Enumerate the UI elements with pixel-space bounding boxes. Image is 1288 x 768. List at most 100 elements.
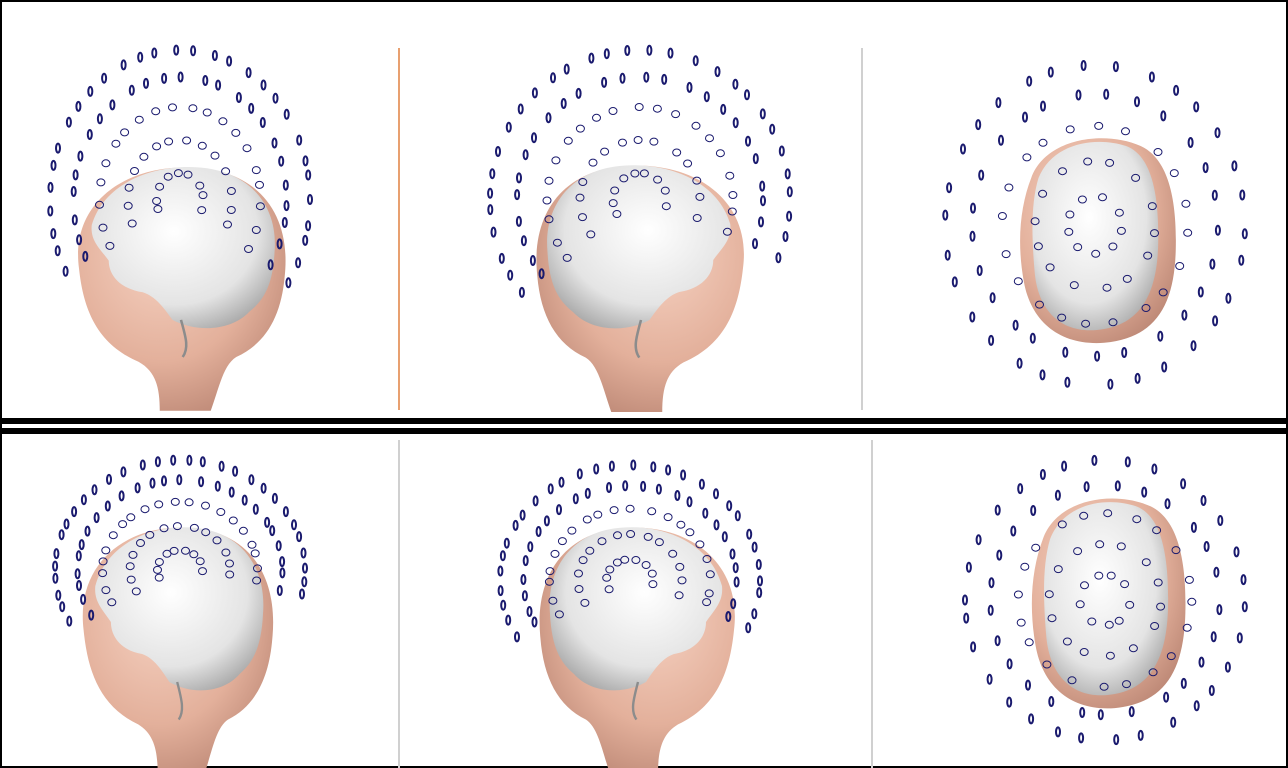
electrode <box>989 292 996 304</box>
electrode <box>1150 229 1159 238</box>
electrode <box>251 166 261 175</box>
electrode <box>713 519 720 531</box>
electrode <box>1022 153 1032 162</box>
electrode <box>248 474 255 486</box>
electrode <box>1016 357 1023 369</box>
electrode <box>600 147 610 156</box>
electrode <box>251 226 261 234</box>
electrode <box>1112 61 1119 73</box>
electrode <box>633 136 643 144</box>
electrode <box>603 48 610 60</box>
electrode <box>226 55 233 67</box>
electrode <box>154 456 161 468</box>
electrode <box>88 609 95 621</box>
electrode <box>218 117 228 126</box>
electrode <box>279 567 286 579</box>
electrode <box>118 490 125 502</box>
electrode <box>1134 372 1141 384</box>
electrode <box>1180 677 1187 689</box>
electrode <box>1077 195 1087 204</box>
electrode <box>181 546 190 555</box>
electrode <box>702 555 712 563</box>
electrode <box>267 259 274 271</box>
electrode <box>201 528 211 537</box>
electrode <box>760 195 766 207</box>
electrode <box>547 483 554 495</box>
electrode <box>692 176 702 185</box>
electrode <box>674 490 681 501</box>
electrode <box>1079 648 1089 656</box>
electrode <box>994 504 1001 516</box>
electrode <box>622 480 629 492</box>
electrode <box>98 557 108 566</box>
electrode <box>1035 300 1044 309</box>
electrode <box>592 113 601 122</box>
electrode <box>498 252 505 264</box>
electrode <box>1079 707 1086 718</box>
electrode <box>1180 478 1187 490</box>
electrode <box>620 555 630 564</box>
electrode <box>578 178 588 186</box>
electrode <box>729 548 736 560</box>
electrode <box>680 469 687 481</box>
electrode <box>1107 378 1114 390</box>
electrode <box>71 214 78 226</box>
electrode <box>302 562 308 574</box>
electrode <box>1148 668 1158 677</box>
electrode <box>172 522 182 531</box>
electrode <box>163 172 173 181</box>
electrode <box>543 515 550 527</box>
electrode <box>624 45 631 56</box>
electrode <box>521 590 528 602</box>
electrode <box>272 92 279 104</box>
electrode <box>727 207 737 216</box>
electrode <box>186 454 193 466</box>
electrode <box>1006 696 1013 708</box>
electrode <box>154 558 164 566</box>
electrode <box>695 540 705 549</box>
electrode <box>580 598 590 607</box>
electrode <box>998 134 1004 146</box>
electrode <box>665 464 672 476</box>
electrode <box>531 132 537 144</box>
electrode <box>704 589 714 598</box>
electrode <box>176 474 183 486</box>
electrode <box>552 238 562 247</box>
electrode <box>1181 309 1188 321</box>
electrode <box>1183 228 1193 237</box>
electrode <box>751 608 758 620</box>
electrode <box>1062 346 1069 358</box>
electrode <box>1203 541 1210 552</box>
electrode <box>507 269 514 281</box>
electrode <box>745 135 751 147</box>
electrode <box>226 187 236 195</box>
electrode <box>499 550 506 562</box>
electrode <box>1200 495 1207 506</box>
electrode <box>734 510 741 522</box>
electrode <box>1128 644 1138 653</box>
electrode <box>86 129 93 140</box>
electrode <box>490 226 497 238</box>
electrode <box>139 152 149 161</box>
electrode <box>1208 685 1215 696</box>
electrode <box>1161 361 1168 373</box>
electrode <box>1122 274 1132 283</box>
electrode <box>1121 347 1128 358</box>
electrode <box>612 210 622 218</box>
electrode <box>1103 88 1110 100</box>
electrode <box>1173 84 1180 96</box>
electrode <box>168 103 177 112</box>
electrode <box>563 63 570 75</box>
electrode <box>1240 574 1247 586</box>
electrode <box>746 528 753 540</box>
electrode <box>674 591 684 600</box>
electrode <box>1078 732 1085 744</box>
electrode <box>495 146 501 157</box>
electrode <box>98 569 108 578</box>
electrode <box>1094 571 1104 580</box>
electrode <box>247 540 257 549</box>
electrode <box>80 593 87 605</box>
electrode <box>151 107 161 116</box>
electrode <box>619 72 626 84</box>
electrode <box>1114 616 1124 625</box>
